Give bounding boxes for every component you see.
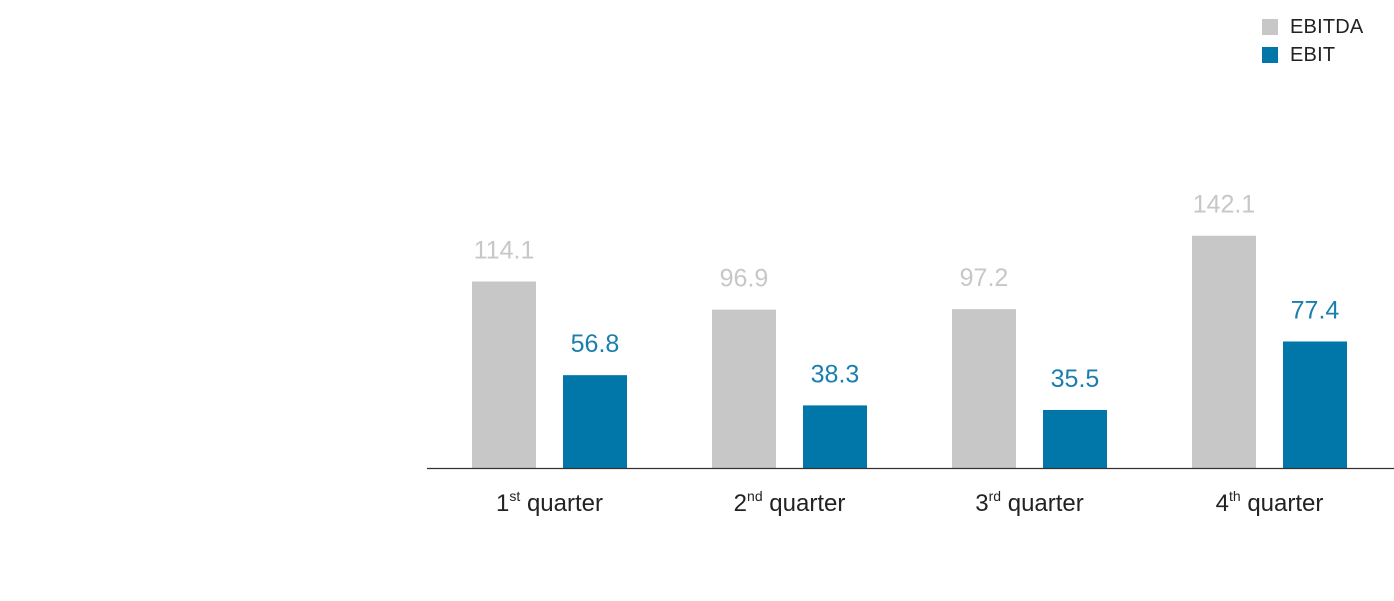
- x-tick-label-2: 2nd quarter: [734, 488, 846, 517]
- bars-layer: [472, 235, 1347, 468]
- bar-ebit-1: [563, 375, 627, 468]
- x-tick-number-1: 1: [496, 490, 509, 517]
- value-label-ebitda-3: 97.2: [960, 264, 1009, 292]
- value-label-ebitda-1: 114.1: [474, 237, 535, 265]
- legend-swatch-ebit: [1262, 47, 1278, 63]
- bar-ebit-3: [1043, 409, 1107, 468]
- value-label-ebit-4: 77.4: [1291, 296, 1340, 324]
- x-tick-text-4: quarter: [1247, 490, 1323, 517]
- value-label-ebit-2: 38.3: [811, 360, 860, 388]
- x-tick-ordinal-4: th: [1229, 488, 1241, 504]
- x-tick-text-1: quarter: [527, 490, 603, 517]
- legend-item-ebitda: EBITDA: [1262, 13, 1363, 41]
- bar-ebitda-1: [472, 281, 536, 468]
- bar-ebit-4: [1283, 341, 1347, 468]
- legend-label-ebitda: EBITDA: [1290, 15, 1364, 38]
- value-label-ebit-1: 56.8: [571, 330, 620, 358]
- legend-label-ebit: EBIT: [1290, 43, 1336, 66]
- x-tick-spacer-2: [763, 490, 770, 517]
- value-label-ebitda-4: 142.1: [1193, 191, 1256, 219]
- bar-ebitda-4: [1192, 235, 1256, 468]
- legend-swatch-ebitda: [1262, 19, 1278, 35]
- x-tick-ordinal-3: rd: [989, 488, 1001, 504]
- bar-ebitda-3: [952, 309, 1016, 468]
- x-tick-spacer-1: [520, 490, 527, 517]
- x-tick-text-2: quarter: [769, 490, 845, 517]
- bar-ebitda-2: [712, 309, 776, 468]
- x-tick-labels-layer: 1st quarter 2nd quarter 3rd quarter 4th qua…: [496, 488, 1323, 517]
- x-tick-number-2: 2: [734, 490, 747, 517]
- x-tick-label-4: 4th quarter: [1216, 488, 1324, 517]
- x-tick-text-3: quarter: [1008, 490, 1084, 517]
- value-labels-layer: 114.1 56.8 96.9 38.3 97.2 35.5 142.1 77.4: [474, 191, 1340, 393]
- x-tick-ordinal-1: st: [509, 488, 520, 504]
- value-label-ebit-3: 35.5: [1051, 365, 1100, 393]
- x-tick-spacer-3: [1001, 490, 1008, 517]
- x-tick-ordinal-2: nd: [747, 488, 763, 504]
- x-tick-number-4: 4: [1216, 490, 1229, 517]
- legend: EBITDA EBIT: [1262, 13, 1363, 69]
- bar-ebit-2: [803, 405, 867, 468]
- x-tick-spacer-4: [1241, 490, 1248, 517]
- x-tick-label-1: 1st quarter: [496, 488, 603, 517]
- x-tick-label-3: 3rd quarter: [975, 488, 1084, 517]
- value-label-ebitda-2: 96.9: [720, 265, 769, 293]
- x-tick-number-3: 3: [975, 490, 988, 517]
- legend-item-ebit: EBIT: [1262, 41, 1363, 69]
